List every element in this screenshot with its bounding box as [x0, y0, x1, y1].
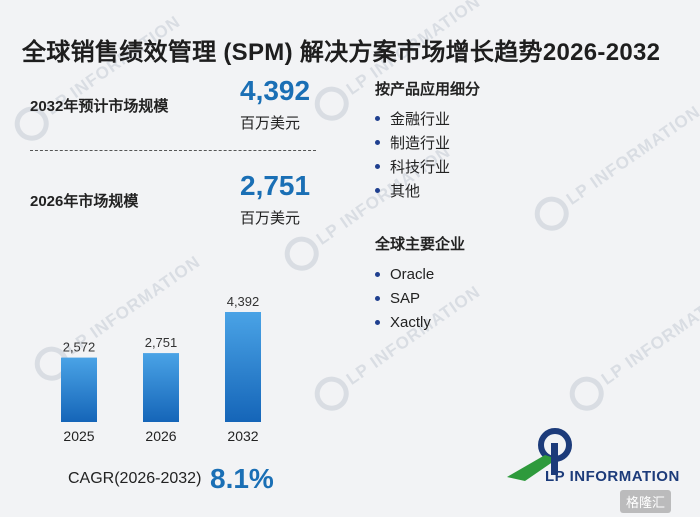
bullet-icon	[375, 319, 380, 325]
bullet-icon	[375, 187, 380, 193]
bar-2025	[61, 357, 97, 422]
list-item: SAP	[375, 286, 434, 310]
bullet-icon	[375, 115, 380, 121]
logo-stem-icon	[551, 443, 558, 475]
bullet-icon	[375, 295, 380, 301]
bullet-icon	[375, 271, 380, 277]
bar-2032	[225, 312, 261, 422]
cagr-value: 8.1%	[210, 463, 274, 494]
list-item: 科技行业	[375, 154, 450, 178]
lp-information-logo	[507, 428, 572, 481]
data-label-2032: 4,392	[227, 294, 260, 309]
corner-badge: 格隆汇	[620, 490, 672, 513]
kpi-2026-value: 2,751	[240, 170, 311, 201]
bullet-icon	[375, 163, 380, 169]
x-tick-label-2032: 2032	[227, 428, 258, 444]
cagr-label: CAGR(2026-2032)	[68, 470, 202, 487]
divider	[30, 150, 316, 151]
watermark: LP INFORMATION	[528, 97, 700, 238]
watermark: LP INFORMATION	[8, 7, 189, 148]
companies-list: Oracle SAP Xactly	[375, 262, 434, 334]
watermark-logo-icon	[563, 370, 611, 418]
watermark-logo-icon	[308, 80, 356, 128]
data-label-2026: 2,751	[145, 335, 178, 350]
logo-swoosh-icon	[507, 455, 557, 481]
x-tick-label-2025: 2025	[63, 428, 94, 444]
watermark-logo-icon	[528, 190, 576, 238]
bar-chart: 2,572 2025 2,751 2026 4,392 2032	[61, 294, 261, 444]
list-item: Oracle	[375, 262, 434, 286]
kpi-2032-label: 2032年预计市场规模	[30, 98, 169, 115]
logo-text: LP INFORMATION	[545, 468, 680, 485]
application-segment-list: 金融行业 制造行业 科技行业 其他	[375, 106, 450, 202]
data-label-2025: 2,572	[63, 340, 96, 355]
kpi-2032-unit: 百万美元	[240, 115, 301, 132]
watermark-logo-icon	[278, 230, 326, 278]
companies-title: 全球主要企业	[375, 236, 466, 253]
watermark: LP INFORMATION	[563, 277, 700, 418]
bar-2026	[143, 353, 179, 422]
application-segment-title: 按产品应用细分	[375, 81, 481, 98]
list-item: 制造行业	[375, 130, 450, 154]
list-item: Xactly	[375, 310, 434, 334]
page-title: 全球销售绩效管理 (SPM) 解决方案市场增长趋势2026-2032	[22, 39, 661, 66]
x-tick-label-2026: 2026	[145, 428, 176, 444]
kpi-2026-label: 2026年市场规模	[30, 193, 139, 210]
bullet-icon	[375, 139, 380, 145]
kpi-2032-value: 4,392	[240, 75, 311, 106]
list-item: 其他	[375, 178, 450, 202]
list-item: 金融行业	[375, 106, 450, 130]
kpi-2026-unit: 百万美元	[240, 210, 301, 227]
